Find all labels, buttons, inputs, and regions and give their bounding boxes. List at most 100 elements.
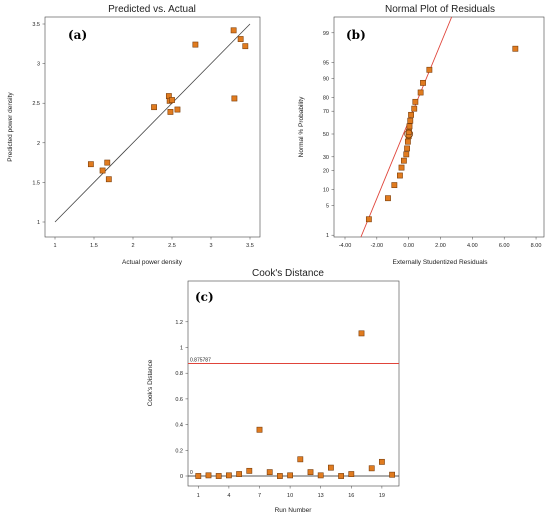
chart-c-point <box>327 464 334 471</box>
chart-c-x-tick-label: 10 <box>287 493 293 499</box>
chart-a-x-tick-label: 3.5 <box>246 243 254 249</box>
chart-b-y-tick-label: 90 <box>323 76 329 82</box>
chart-a-point <box>174 106 181 113</box>
chart-a-point <box>231 95 238 102</box>
chart-c-x-tick-label: 19 <box>379 493 385 499</box>
chart-b-frame <box>333 16 545 238</box>
chart-c-point <box>266 469 273 476</box>
chart-b-title: Normal Plot of Residuals <box>385 4 495 15</box>
chart-a-point <box>167 109 174 115</box>
chart-b: Normal Plot of Residuals (b) -4.00 -2.00 0… <box>298 4 545 266</box>
chart-b-x-label: Externally Studentized Residuals <box>392 259 488 266</box>
chart-c-x-tick-label: 4 <box>227 493 230 499</box>
chart-b-point <box>411 105 418 112</box>
chart-c-y-label: Cook's Distance <box>147 359 154 406</box>
chart-b-y-tick-label: 1 <box>326 233 329 239</box>
chart-b-y-tick-label: 20 <box>323 169 329 175</box>
chart-c-point <box>205 472 212 479</box>
chart-b-point <box>512 45 519 52</box>
chart-b-normal-line <box>360 16 453 238</box>
chart-b-point <box>412 98 419 105</box>
chart-a-reference-line <box>54 23 251 223</box>
chart-a-point <box>151 104 157 111</box>
chart-a-y-tick-label: 1 <box>37 220 40 226</box>
chart-a-point <box>230 27 237 34</box>
chart-a-title: Predicted vs. Actual <box>108 4 196 15</box>
chart-c-zero-label: 0 <box>190 470 193 476</box>
chart-b-y-tick-label: 70 <box>323 109 329 115</box>
chart-b-point <box>398 164 405 171</box>
chart-a-frame <box>44 16 261 238</box>
chart-c-y-tick-label: 1 <box>180 346 183 352</box>
chart-b-point <box>385 195 391 202</box>
chart-a: Predicted vs. Actual (a) 1 1.5 2 2.5 3 3.5 1 1.… <box>7 4 261 266</box>
chart-c-point <box>215 473 222 479</box>
chart-b-y-tick-label: 50 <box>323 132 329 138</box>
chart-b-point <box>365 216 372 223</box>
chart-b-y-tick-label: 5 <box>326 204 329 210</box>
chart-c-point <box>348 471 355 477</box>
chart-c-point <box>389 471 395 478</box>
chart-a-point <box>104 159 111 166</box>
chart-c-x-tick-label: 13 <box>318 493 324 499</box>
chart-c-panel-label: (c) <box>195 290 214 304</box>
chart-c-point <box>236 471 242 477</box>
chart-a-point <box>192 41 199 48</box>
chart-b-x-tick-label: -4.00 <box>339 243 352 249</box>
chart-b-point <box>403 151 410 158</box>
chart-b-x-tick-label: 6.00 <box>499 243 510 249</box>
chart-b-y-tick-label: 95 <box>323 60 329 66</box>
chart-b-y-label: Normal % Probability <box>298 96 305 157</box>
chart-a-point <box>242 43 249 50</box>
chart-a-point <box>87 161 94 168</box>
chart-b-x-tick-label: 8.00 <box>531 243 542 249</box>
chart-c-x-tick-label: 7 <box>258 493 261 499</box>
chart-a-x-tick-label: 2 <box>131 243 134 249</box>
chart-b-median-marker <box>404 129 414 139</box>
chart-b-point <box>406 123 413 130</box>
chart-c-x-tick-label: 16 <box>348 493 354 499</box>
chart-a-point <box>105 176 112 183</box>
chart-c-point <box>287 472 293 479</box>
chart-c-point <box>195 473 202 479</box>
chart-c-frame <box>187 280 400 487</box>
chart-c-point <box>338 473 344 479</box>
chart-a-x-tick-label: 1 <box>53 243 56 249</box>
chart-c-y-tick-label: 0 <box>180 474 183 480</box>
chart-c-point <box>256 426 263 433</box>
chart-a-y-tick-label: 3.5 <box>32 22 40 28</box>
chart-a-x-tick-label: 1.5 <box>90 243 98 249</box>
chart-c-point <box>317 472 324 479</box>
chart-c-point <box>307 469 314 476</box>
chart-c-point <box>368 465 375 472</box>
chart-a-x-tick-label: 3 <box>209 243 212 249</box>
chart-a-point <box>169 97 175 103</box>
chart-a-y-tick-label: 2.5 <box>32 101 40 107</box>
chart-c-y-tick-label: 0.6 <box>175 397 183 403</box>
chart-b-y-tick-label: 30 <box>323 155 329 161</box>
chart-b-x-tick-label: 4.00 <box>467 243 478 249</box>
chart-b-x-tick-label: -2.00 <box>371 243 384 249</box>
chart-b-panel-label: (b) <box>346 28 366 42</box>
chart-b-y-tick-label: 80 <box>323 95 329 101</box>
chart-b-point <box>426 66 433 73</box>
chart-c-point <box>246 467 253 474</box>
chart-b-point <box>420 79 426 86</box>
chart-c-x-label: Run Number <box>275 507 313 514</box>
chart-c-point <box>297 456 304 463</box>
chart-a-y-tick-label: 3 <box>37 62 40 68</box>
chart-c: Cook's Distance (c) 1 4 7 10 13 16 1900.20.40.… <box>147 268 400 514</box>
chart-b-point <box>407 117 414 124</box>
chart-b-point <box>404 138 411 145</box>
chart-c-title: Cook's Distance <box>252 268 324 279</box>
chart-a-point <box>99 167 106 174</box>
chart-c-point <box>226 472 232 479</box>
chart-c-y-tick-label: 0.4 <box>175 423 183 429</box>
chart-b-point <box>417 89 424 96</box>
chart-c-point <box>378 458 385 465</box>
chart-b-y-tick-label: 99 <box>323 31 329 37</box>
chart-c-threshold-label: 0.875787 <box>190 357 211 363</box>
chart-a-point <box>237 36 244 42</box>
chart-c-point <box>276 473 283 479</box>
